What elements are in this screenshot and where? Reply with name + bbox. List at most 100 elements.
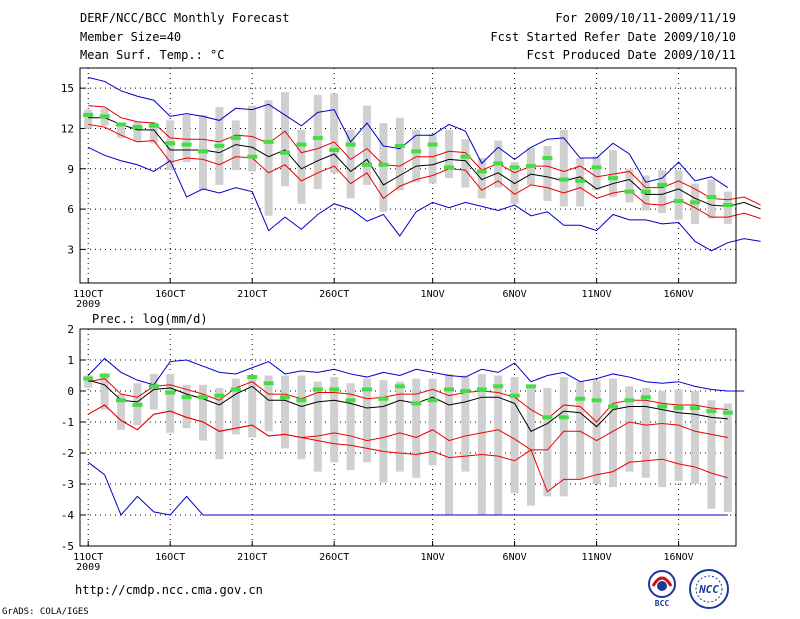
temperature-xtick-label: 16OCT [155,289,185,300]
precipitation-ytick-label: 0 [67,385,74,398]
chart-title: DERF/NCC/BCC Monthly Forecast [80,11,290,25]
precipitation-range-box [231,378,240,435]
precipitation-xtick-label: 26OCT [319,552,349,563]
precipitation-series-min [87,461,728,516]
precipitation-ytick-label: 1 [67,354,74,367]
temperature-range-box [477,158,486,199]
precipitation-xtick-label: 6NOV [503,552,527,563]
temperature-xtick-year-label: 2009 [76,299,100,310]
precipitation-range-box [691,391,699,484]
precipitation-range-box [330,377,339,463]
precipitation-xtick-label: 16OCT [155,552,185,563]
precipitation-range-box [707,400,716,509]
temperature-range-box [707,179,716,219]
precipitation-range-box [658,391,667,488]
temperature-range-box [592,156,601,191]
precipitation-series-upper [88,378,728,423]
precipitation-xtick-label: 11NOV [582,552,612,563]
precipitation-series-lower2 [87,404,728,493]
temperature-ytick-label: 9 [67,163,74,176]
variable-label: Mean Surf. Temp.: °C [80,48,225,62]
temperature-range-box [84,109,93,129]
fcst-started-date: Fcst Started Refer Date 2009/10/10 [490,30,736,44]
precipitation-range-box [576,381,585,480]
precipitation-range-box [641,387,650,478]
temperature-ytick-label: 15 [61,82,74,95]
temperature-series-min [87,146,761,252]
temperature-xtick-label: 21OCT [237,289,267,300]
temperature-range-box [166,120,175,171]
precipitation-range-box [543,387,552,497]
precipitation-range-box [297,375,306,460]
precipitation-xtick-label: 1NOV [421,552,445,563]
temperature-range-box [658,170,667,214]
precipitation-ytick-label: -2 [61,447,74,460]
temperature-range-box [609,149,617,197]
precipitation-range-box [281,375,289,449]
precipitation-range-box [395,381,404,472]
temperature-range-box [559,129,568,207]
precipitation-range-box [182,384,191,429]
temperature-xtick-label: 11OCT [73,289,103,300]
temperature-range-box [510,162,519,204]
precipitation-xtick-label: 11OCT [73,552,103,563]
temperature-ytick-label: 6 [67,203,74,216]
precipitation-range-box [674,389,683,481]
precipitation-range-box [510,377,519,494]
precipitation-range-box [363,378,371,463]
precipitation-xtick-label: 21OCT [237,552,267,563]
temperature-range-box [445,129,453,179]
precipitation-ytick-label: -5 [61,540,74,553]
precipitation-range-box [313,381,322,472]
precipitation-range-box [379,380,388,483]
temperature-xtick-label: 26OCT [319,289,349,300]
temperature-range-box [133,121,142,142]
precipitation-range-box [428,378,437,466]
precipitation-frame [79,328,737,547]
precipitation-range-box [445,373,453,515]
temperature-frame [79,67,737,284]
temperature-range-box [182,115,191,163]
temperature-xtick-label: 6NOV [503,289,527,300]
precipitation-range-box [248,377,257,438]
precipitation-range-box [215,387,224,460]
ncc-logo-text: NCC [698,583,719,596]
temperature-xtick-label: 11NOV [582,289,612,300]
temperature-range-box [461,139,470,188]
temperature-xtick-label: 1NOV [421,289,445,300]
temperature-range-box [149,121,158,144]
precipitation-range-box [117,394,125,430]
temperature-range-box [346,129,355,199]
temperature-range-box [281,92,289,187]
precipitation-range-box [199,384,207,441]
temperature-range-box [625,168,634,203]
precipitation-ytick-label: 2 [67,323,74,336]
member-size: Member Size=40 [80,30,182,44]
temperature-xtick-label: 16NOV [664,289,694,300]
precipitation-range-box [559,377,568,497]
precipitation-range-box [100,373,109,410]
precipitation-range-box [494,375,503,515]
temperature-range-box [543,145,552,202]
precipitation-ytick-label: -4 [61,509,75,522]
ncc-logo: NCC [684,567,734,615]
temperature-range-box [428,133,437,184]
precipitation-range-box [346,383,355,471]
temperature-range-box [117,123,125,138]
temperature-ytick-label: 12 [61,122,74,135]
footer-url[interactable]: http://cmdp.ncc.cma.gov.cn [75,583,263,597]
bcc-logo: BCC [640,568,684,612]
temperature-range-box [264,100,273,216]
grads-credit: GrADS: COLA/IGES [2,607,89,617]
precipitation-range-box [461,375,470,472]
temperature-ytick-label: 3 [67,243,74,256]
precipitation-range-box [723,403,732,512]
temperature-range-box [412,129,421,183]
precipitation-range-box [412,378,421,478]
precip-panel-title: Prec.: log(mm/d) [92,312,208,326]
temperature-range-box [723,191,732,224]
temperature-range-box [674,170,683,220]
precipitation-range-box [149,373,158,410]
temperature-range-box [313,94,322,189]
